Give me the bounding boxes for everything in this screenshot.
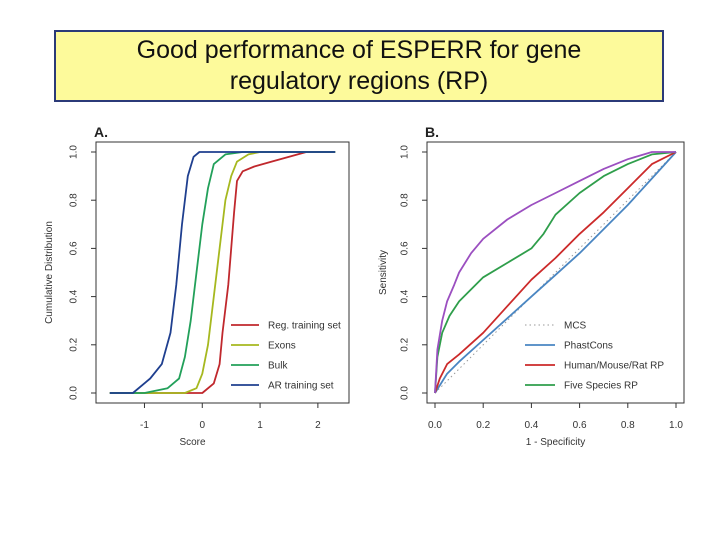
y-tick-label: 1.0 xyxy=(400,145,411,159)
panel-label: B. xyxy=(425,124,439,140)
legend-entry: Human/Mouse/Rat RP xyxy=(564,361,664,372)
y-tick-label: 0.4 xyxy=(400,289,411,303)
series-line-bulk xyxy=(109,151,336,394)
slide-title-line2: regulatory regions (RP) xyxy=(229,67,489,95)
legend-entry: AR training set xyxy=(268,381,334,392)
x-tick-label: 0.8 xyxy=(621,420,635,431)
y-tick-label: 0.2 xyxy=(69,337,80,351)
legend-entry: MCS xyxy=(564,321,587,332)
x-axis-label: 1 - Specificity xyxy=(526,437,585,448)
x-tick-label: -1 xyxy=(140,420,149,431)
series-line-unlabeled-4 xyxy=(434,151,676,394)
plot-frame xyxy=(95,141,350,404)
series-line-mcs xyxy=(434,151,677,394)
series-line-reg-training-set xyxy=(109,151,336,394)
slide-title-line1: Good performance of ESPERR for gene xyxy=(136,36,582,64)
chart-panel-b: B. 0.0 0.2 0.4 0.6 0.8 1.0 0.0 0.2 0.4 0.6 0.8 1.0 1 … xyxy=(378,124,685,448)
x-tick-label: 0.6 xyxy=(573,420,587,431)
y-tick-label: 0.8 xyxy=(69,193,80,207)
chart-panel-a: A. 0.0 0.2 0.4 0.6 0.8 1.0 -1 0 1 2 Score Cumulative… xyxy=(44,124,350,448)
x-tick-label: 1 xyxy=(257,420,263,431)
x-axis-label: Score xyxy=(179,437,206,448)
series-line-human-mouse-rat-rp xyxy=(434,151,677,394)
slide-title-box: Good performance of ESPERR for gene regu… xyxy=(54,30,664,102)
legend-entry: Five Species RP xyxy=(564,381,638,392)
series-line-ar-training-set xyxy=(109,151,336,394)
x-tick-label: 2 xyxy=(315,420,321,431)
y-axis-label: Sensitivity xyxy=(378,250,389,295)
y-tick-label: 0.2 xyxy=(400,337,411,351)
series-line-exons xyxy=(109,151,336,394)
y-axis-label: Cumulative Distribution xyxy=(44,221,55,324)
legend-entry: Reg. training set xyxy=(268,321,341,332)
y-tick-label: 0.8 xyxy=(400,193,411,207)
series-line-five-species-rp xyxy=(434,151,677,394)
y-tick-label: 0.4 xyxy=(69,289,80,303)
x-tick-label: 0.2 xyxy=(476,420,490,431)
x-tick-label: 0 xyxy=(199,420,205,431)
legend-entry: PhastCons xyxy=(564,341,613,352)
panel-label: A. xyxy=(94,124,108,140)
x-tick-label: 0.4 xyxy=(524,420,538,431)
y-tick-label: 0.0 xyxy=(400,386,411,400)
y-tick-label: 0.6 xyxy=(400,241,411,255)
plot-frame xyxy=(426,141,685,404)
y-tick-label: 0.6 xyxy=(69,241,80,255)
y-tick-label: 0.0 xyxy=(69,386,80,400)
x-tick-label: 1.0 xyxy=(669,420,683,431)
legend-entry: Exons xyxy=(268,341,296,352)
x-tick-label: 0.0 xyxy=(428,420,442,431)
y-tick-label: 1.0 xyxy=(69,145,80,159)
series-line-phastcons xyxy=(434,151,677,394)
legend-entry: Bulk xyxy=(268,361,288,372)
